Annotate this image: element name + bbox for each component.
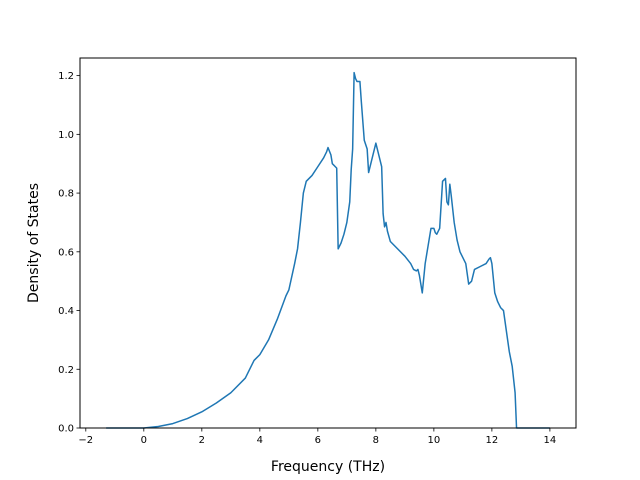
x-tick-label: 10 xyxy=(428,435,441,446)
y-tick-label: 0.6 xyxy=(58,247,74,258)
x-tick-label: 8 xyxy=(373,435,379,446)
x-tick-label: 0 xyxy=(141,435,147,446)
y-axis-label: Density of States xyxy=(26,183,42,303)
axes-frame xyxy=(79,57,577,429)
plot-area xyxy=(106,71,550,429)
y-axis-ticks: 0.0 0.2 0.4 0.6 0.8 1.0 1.2 xyxy=(58,71,80,435)
x-axis-label: Frequency (THz) xyxy=(271,459,385,475)
x-axis-ticks: −2 0 2 4 6 8 10 12 14 xyxy=(78,428,556,446)
series-line-0 xyxy=(106,71,550,429)
x-tick-label: 6 xyxy=(315,435,321,446)
y-tick-label: 0.2 xyxy=(58,365,74,376)
y-tick-label: 1.0 xyxy=(58,130,74,141)
y-tick-label: 0.8 xyxy=(58,189,74,200)
x-tick-label: 12 xyxy=(486,435,499,446)
x-tick-label: −2 xyxy=(78,435,93,446)
x-tick-label: 4 xyxy=(257,435,263,446)
y-tick-label: 0.4 xyxy=(58,306,74,317)
x-tick-label: 2 xyxy=(199,435,205,446)
y-tick-label: 0.0 xyxy=(58,424,74,435)
x-tick-label: 14 xyxy=(544,435,557,446)
y-tick-label: 1.2 xyxy=(58,71,74,82)
